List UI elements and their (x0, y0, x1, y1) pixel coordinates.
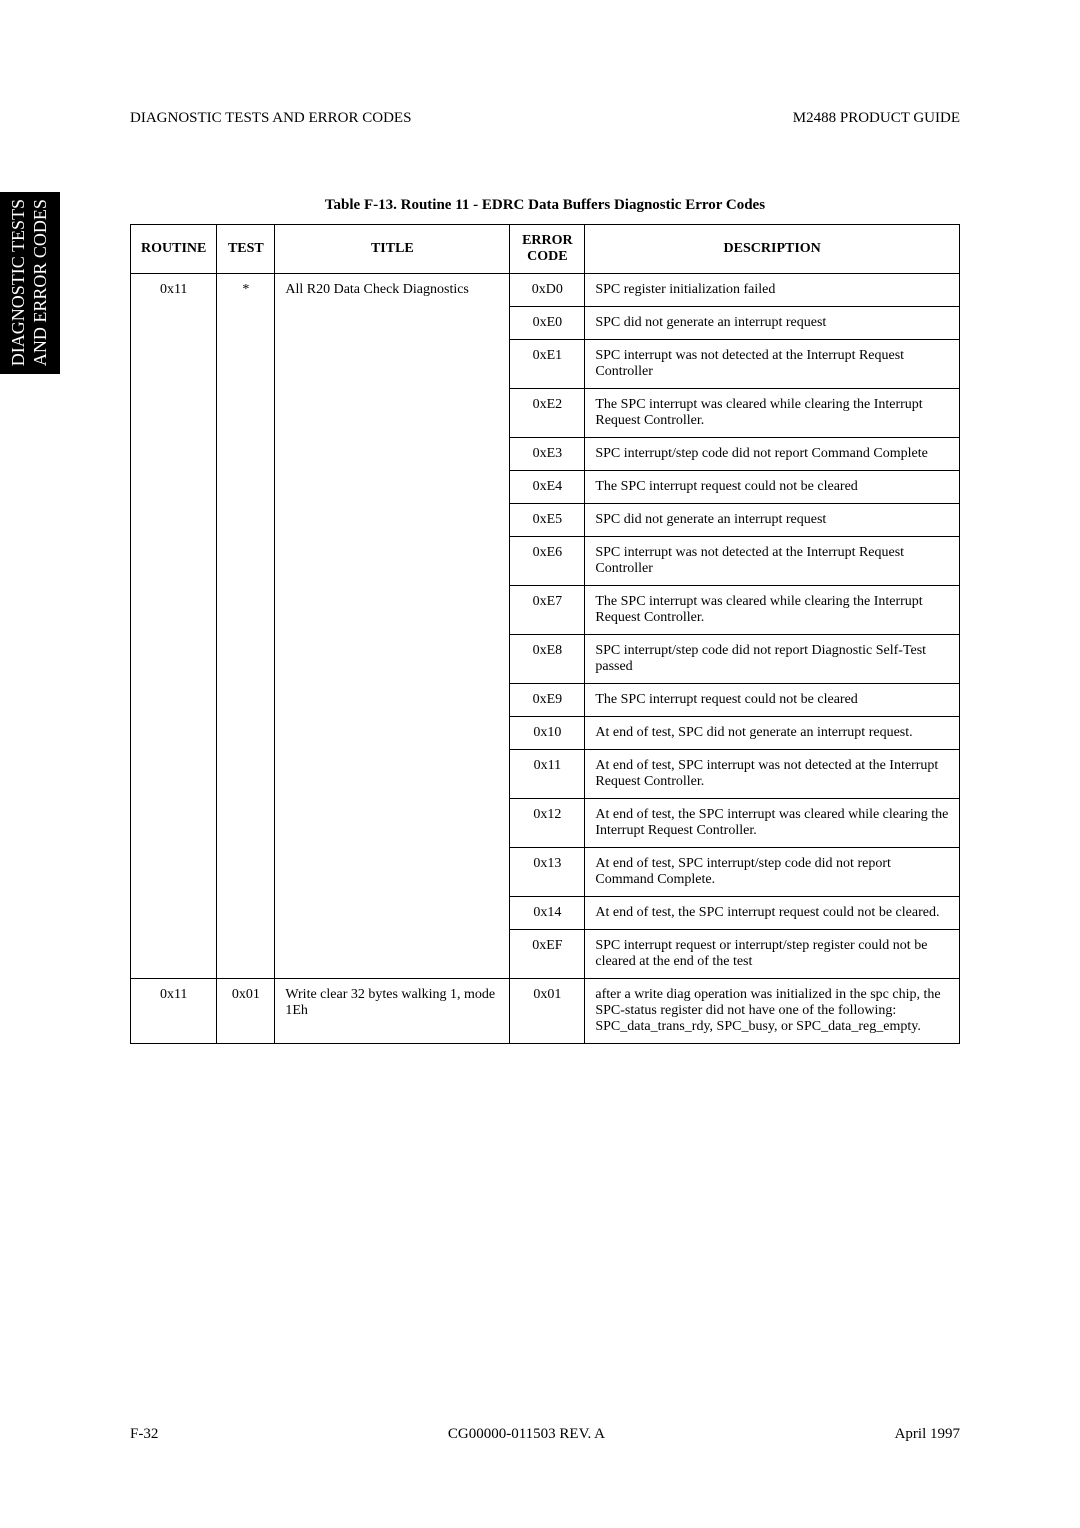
cell-code: 0xE5 (510, 504, 585, 537)
cell-desc: SPC interrupt was not detected at the In… (585, 340, 960, 389)
cell-code: 0xE6 (510, 537, 585, 586)
cell-desc: SPC interrupt was not detected at the In… (585, 537, 960, 586)
cell-code: 0xE3 (510, 438, 585, 471)
cell-desc: SPC did not generate an interrupt reques… (585, 504, 960, 537)
side-tab-text: DIAGNOSTIC TESTS AND ERROR CODES (8, 199, 51, 366)
error-codes-table: ROUTINE TEST TITLE ERROR CODE DESCRIPTIO… (130, 224, 960, 1044)
col-desc: DESCRIPTION (585, 225, 960, 274)
cell-code: 0xE4 (510, 471, 585, 504)
cell-desc: The SPC interrupt was cleared while clea… (585, 586, 960, 635)
cell-desc: At end of test, the SPC interrupt was cl… (585, 799, 960, 848)
cell-desc: At end of test, SPC did not generate an … (585, 717, 960, 750)
cell-code: 0xE9 (510, 684, 585, 717)
cell-routine: 0x11 (131, 274, 217, 979)
cell-desc: SPC did not generate an interrupt reques… (585, 307, 960, 340)
cell-title: Write clear 32 bytes walking 1, mode 1Eh (275, 979, 510, 1044)
cell-code: 0x10 (510, 717, 585, 750)
cell-code: 0x01 (510, 979, 585, 1044)
running-header: DIAGNOSTIC TESTS AND ERROR CODES M2488 P… (130, 110, 960, 127)
header-right: M2488 PRODUCT GUIDE (793, 110, 960, 127)
cell-code: 0xD0 (510, 274, 585, 307)
col-test: TEST (217, 225, 275, 274)
cell-desc: after a write diag operation was initial… (585, 979, 960, 1044)
cell-desc: The SPC interrupt request could not be c… (585, 471, 960, 504)
cell-code: 0xEF (510, 930, 585, 979)
col-title: TITLE (275, 225, 510, 274)
cell-code: 0xE8 (510, 635, 585, 684)
cell-desc: At end of test, SPC interrupt/step code … (585, 848, 960, 897)
col-error: ERROR CODE (510, 225, 585, 274)
cell-desc: SPC interrupt/step code did not report C… (585, 438, 960, 471)
cell-code: 0x12 (510, 799, 585, 848)
cell-desc: SPC interrupt/step code did not report D… (585, 635, 960, 684)
table-caption: Table F-13. Routine 11 - EDRC Data Buffe… (130, 197, 960, 214)
cell-code: 0xE0 (510, 307, 585, 340)
cell-desc: SPC register initialization failed (585, 274, 960, 307)
cell-code: 0xE1 (510, 340, 585, 389)
cell-code: 0x13 (510, 848, 585, 897)
footer-center: CG00000-011503 REV. A (448, 1426, 605, 1443)
table-row: 0x11 0x01 Write clear 32 bytes walking 1… (131, 979, 960, 1044)
cell-test: 0x01 (217, 979, 275, 1044)
cell-routine: 0x11 (131, 979, 217, 1044)
cell-code: 0xE7 (510, 586, 585, 635)
cell-code: 0x11 (510, 750, 585, 799)
footer-right: April 1997 (895, 1426, 960, 1443)
cell-desc: At end of test, SPC interrupt was not de… (585, 750, 960, 799)
cell-code: 0xE2 (510, 389, 585, 438)
side-tab: DIAGNOSTIC TESTS AND ERROR CODES (0, 192, 60, 374)
footer-left: F-32 (130, 1426, 158, 1443)
cell-test: * (217, 274, 275, 979)
table-row: 0x11 * All R20 Data Check Diagnostics 0x… (131, 274, 960, 307)
cell-desc: SPC interrupt request or interrupt/step … (585, 930, 960, 979)
col-routine: ROUTINE (131, 225, 217, 274)
cell-title: All R20 Data Check Diagnostics (275, 274, 510, 979)
table-header-row: ROUTINE TEST TITLE ERROR CODE DESCRIPTIO… (131, 225, 960, 274)
cell-code: 0x14 (510, 897, 585, 930)
side-tab-line2: AND ERROR CODES (30, 199, 50, 366)
header-left: DIAGNOSTIC TESTS AND ERROR CODES (130, 110, 411, 127)
page-content: DIAGNOSTIC TESTS AND ERROR CODES M2488 P… (130, 110, 960, 1044)
page-footer: F-32 CG00000-011503 REV. A April 1997 (130, 1426, 960, 1443)
side-tab-line1: DIAGNOSTIC TESTS (8, 199, 28, 366)
cell-desc: The SPC interrupt request could not be c… (585, 684, 960, 717)
cell-desc: At end of test, the SPC interrupt reques… (585, 897, 960, 930)
cell-desc: The SPC interrupt was cleared while clea… (585, 389, 960, 438)
